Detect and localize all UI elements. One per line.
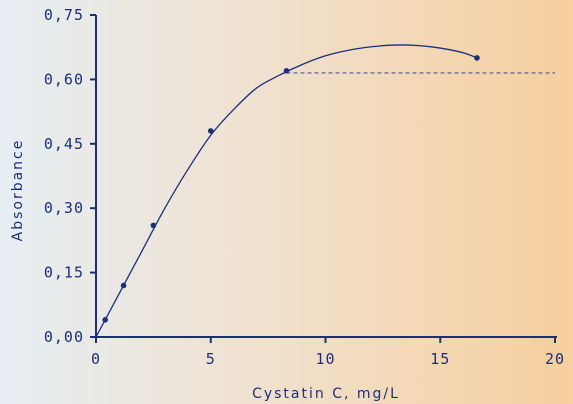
x-tick-label: 15 [430, 350, 450, 368]
y-tick-label: 0,60 [44, 70, 84, 88]
y-tick-label: 0,75 [44, 6, 84, 24]
axes [90, 14, 557, 343]
y-axis-title: Absorbance [10, 139, 26, 242]
data-point [283, 68, 290, 74]
data-point [207, 128, 214, 134]
x-tick-label: 20 [545, 350, 565, 368]
data-point [102, 317, 108, 323]
y-tick-label: 0,00 [44, 328, 84, 346]
fit-curve [95, 44, 478, 338]
x-tick-label: 0 [91, 350, 101, 368]
data-point [150, 222, 157, 229]
x-tick-label: 10 [315, 350, 335, 368]
tick-labels-layer: 0,00 0,15 0,30 0,45 0,60 0,75 0 5 10 15 20 [44, 6, 565, 368]
y-tick-label: 0,15 [44, 264, 84, 282]
x-axis-title: Cystatin C, mg/L [252, 386, 400, 402]
data-point [474, 55, 480, 61]
data-point [120, 282, 127, 289]
fit-curve-layer [95, 44, 478, 338]
data-points-layer [102, 55, 480, 323]
x-tick-label: 5 [206, 350, 216, 368]
y-tick-label: 0,30 [44, 199, 84, 217]
y-tick-label: 0,45 [44, 135, 84, 153]
